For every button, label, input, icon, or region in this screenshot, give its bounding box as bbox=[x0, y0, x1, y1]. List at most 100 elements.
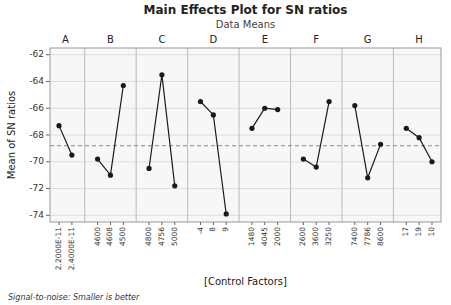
category-label: 2.4000E-11 bbox=[67, 227, 76, 270]
category-label: 4800 bbox=[144, 227, 153, 246]
grid-line bbox=[50, 54, 441, 55]
y-axis-label: Mean of SN ratios bbox=[6, 91, 17, 180]
category-label: 1480 bbox=[247, 227, 256, 246]
category-label: 4600 bbox=[93, 227, 102, 246]
tick-label: -64 bbox=[29, 76, 44, 86]
tick-mark bbox=[419, 222, 420, 225]
point bbox=[429, 159, 434, 164]
effect-line bbox=[355, 106, 381, 178]
tick-mark bbox=[316, 222, 317, 225]
point bbox=[56, 123, 61, 128]
category-label: 2.2000E-11 bbox=[54, 227, 63, 270]
group-label: G bbox=[364, 34, 372, 45]
tick-mark bbox=[264, 222, 265, 225]
tick-mark bbox=[277, 222, 278, 225]
point bbox=[172, 183, 177, 188]
category-label: 4608 bbox=[105, 227, 114, 246]
category-label: 2600 bbox=[298, 227, 307, 246]
effect-line bbox=[303, 102, 329, 168]
point bbox=[95, 156, 100, 161]
tick-mark bbox=[303, 222, 304, 225]
tick-mark bbox=[46, 215, 50, 216]
tick-mark bbox=[97, 222, 98, 225]
group-separator bbox=[136, 48, 137, 222]
tick-mark bbox=[46, 54, 50, 55]
title: Main Effects Plot for SN ratios bbox=[144, 3, 348, 17]
grid-line bbox=[50, 81, 441, 82]
group-label: A bbox=[62, 34, 69, 45]
tick-label: -74 bbox=[29, 210, 44, 220]
category-label: 19 bbox=[414, 227, 423, 237]
tick-mark bbox=[110, 222, 111, 225]
category-label: 3250 bbox=[324, 227, 333, 246]
tick-mark bbox=[46, 161, 50, 162]
chart: -74 -72 -70 -68 -66 -64 -62 2.2000E-11 2.4000E-1… bbox=[0, 0, 451, 305]
category-label: 10 bbox=[427, 227, 436, 237]
point bbox=[198, 99, 203, 104]
category-label: 4756 bbox=[157, 227, 166, 246]
point bbox=[417, 135, 422, 140]
tick-mark bbox=[367, 222, 368, 225]
category-label: 17 bbox=[401, 227, 410, 237]
tick-mark bbox=[200, 222, 201, 225]
tick-mark bbox=[123, 222, 124, 225]
tick-mark bbox=[59, 222, 60, 225]
group-separator bbox=[84, 48, 85, 222]
point bbox=[159, 72, 164, 77]
tick-mark bbox=[431, 222, 432, 225]
category-label: 7786 bbox=[363, 227, 372, 246]
x-axis-label: [Control Factors] bbox=[204, 276, 287, 287]
grid-line bbox=[50, 135, 441, 136]
tick-mark bbox=[46, 108, 50, 109]
point bbox=[327, 99, 332, 104]
group-label: E bbox=[262, 34, 268, 45]
group-label: C bbox=[158, 34, 165, 45]
tick-label: -72 bbox=[29, 183, 44, 193]
tick-mark bbox=[46, 188, 50, 189]
point bbox=[262, 106, 267, 111]
tick-label: -70 bbox=[29, 156, 44, 166]
plot-frame bbox=[50, 48, 441, 222]
category-label: 9 bbox=[221, 227, 230, 232]
point bbox=[352, 103, 357, 108]
group-separator bbox=[290, 48, 291, 222]
effect-line bbox=[406, 128, 432, 161]
tick-mark bbox=[251, 222, 252, 225]
data-layer bbox=[50, 72, 441, 216]
effect-line bbox=[200, 102, 226, 214]
tick-mark bbox=[226, 222, 227, 225]
tick-label: -68 bbox=[29, 130, 44, 140]
category-label: 7400 bbox=[350, 227, 359, 246]
tick-mark bbox=[149, 222, 150, 225]
grid-line bbox=[50, 108, 441, 109]
point bbox=[211, 112, 216, 117]
grid-line bbox=[50, 161, 441, 162]
grid-line bbox=[50, 188, 441, 189]
group-label: D bbox=[209, 34, 217, 45]
category-label: 5000 bbox=[170, 227, 179, 246]
point bbox=[404, 126, 409, 131]
point bbox=[121, 83, 126, 88]
point bbox=[69, 152, 74, 157]
point bbox=[224, 211, 229, 216]
tick-mark bbox=[161, 222, 162, 225]
category-label: 8 bbox=[208, 227, 217, 232]
group-label: H bbox=[415, 34, 423, 45]
footnote: Signal-to-noise: Smaller is better bbox=[8, 293, 140, 302]
tick-label: -62 bbox=[29, 49, 44, 59]
tick-label: -66 bbox=[29, 103, 44, 113]
point bbox=[108, 173, 113, 178]
category-label: 4045 bbox=[260, 227, 269, 246]
point bbox=[275, 107, 280, 112]
point bbox=[365, 175, 370, 180]
point bbox=[314, 165, 319, 170]
category-label: 2000 bbox=[273, 227, 282, 246]
tick-mark bbox=[406, 222, 407, 225]
group-label: B bbox=[107, 34, 114, 45]
point bbox=[301, 156, 306, 161]
group-separator bbox=[239, 48, 240, 222]
tick-mark bbox=[46, 81, 50, 82]
tick-mark bbox=[380, 222, 381, 225]
category-label: 3600 bbox=[311, 227, 320, 246]
category-label: 4500 bbox=[118, 227, 127, 246]
